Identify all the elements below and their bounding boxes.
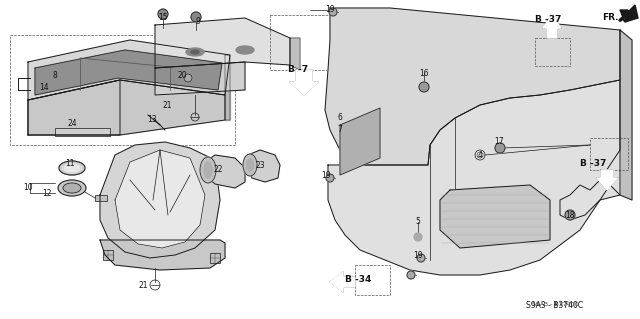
- Bar: [590, 138, 628, 170]
- Polygon shape: [290, 70, 318, 95]
- Ellipse shape: [58, 180, 86, 196]
- Circle shape: [158, 9, 168, 19]
- Ellipse shape: [191, 50, 199, 54]
- Bar: [210, 253, 220, 263]
- Polygon shape: [543, 15, 561, 38]
- Polygon shape: [247, 150, 280, 182]
- Polygon shape: [330, 272, 355, 292]
- Text: 22: 22: [213, 166, 223, 174]
- Circle shape: [414, 233, 422, 241]
- Polygon shape: [100, 240, 225, 270]
- Text: 10: 10: [23, 183, 33, 192]
- Text: 5: 5: [415, 218, 420, 226]
- Text: 20: 20: [177, 70, 187, 79]
- Ellipse shape: [186, 48, 204, 56]
- Text: 21: 21: [138, 280, 148, 290]
- Polygon shape: [35, 50, 222, 95]
- Bar: [535, 38, 570, 66]
- Polygon shape: [620, 5, 638, 22]
- Circle shape: [495, 143, 505, 153]
- Polygon shape: [328, 80, 620, 275]
- Polygon shape: [28, 80, 225, 135]
- Polygon shape: [100, 142, 220, 258]
- Text: 21: 21: [163, 100, 172, 109]
- Text: 7: 7: [337, 125, 342, 135]
- Text: 4: 4: [477, 151, 483, 160]
- Polygon shape: [560, 30, 632, 220]
- Circle shape: [565, 210, 575, 220]
- Circle shape: [191, 12, 201, 22]
- Polygon shape: [290, 38, 300, 70]
- Bar: [270, 15, 345, 70]
- Polygon shape: [325, 8, 620, 165]
- Ellipse shape: [236, 46, 254, 54]
- Polygon shape: [440, 185, 550, 248]
- Ellipse shape: [246, 159, 253, 171]
- Bar: [55, 128, 110, 136]
- Text: 19: 19: [321, 170, 331, 180]
- Text: S9A3 - B3740C: S9A3 - B3740C: [527, 300, 584, 309]
- Text: 13: 13: [147, 115, 157, 124]
- Text: 17: 17: [494, 137, 504, 146]
- Text: B -37: B -37: [535, 16, 561, 25]
- Text: 15: 15: [158, 12, 168, 21]
- Ellipse shape: [59, 161, 85, 175]
- Ellipse shape: [204, 162, 212, 178]
- Polygon shape: [155, 62, 245, 95]
- Ellipse shape: [63, 183, 81, 193]
- Polygon shape: [115, 150, 205, 248]
- Ellipse shape: [64, 164, 80, 172]
- Text: B -34: B -34: [345, 276, 371, 285]
- Text: 14: 14: [39, 84, 49, 93]
- Polygon shape: [28, 80, 120, 135]
- Text: 19: 19: [325, 5, 335, 14]
- Ellipse shape: [243, 154, 257, 176]
- Bar: [95, 195, 107, 201]
- Text: B -37: B -37: [580, 159, 606, 167]
- Text: B -7: B -7: [288, 65, 308, 75]
- Text: 9: 9: [196, 18, 200, 26]
- Polygon shape: [28, 40, 230, 100]
- Circle shape: [184, 74, 192, 82]
- Text: 6: 6: [337, 114, 342, 122]
- Text: 24: 24: [67, 118, 77, 128]
- Text: 18: 18: [565, 211, 575, 219]
- Text: 23: 23: [255, 160, 265, 169]
- Text: 19: 19: [413, 250, 423, 259]
- Text: 16: 16: [419, 69, 429, 78]
- Polygon shape: [340, 108, 380, 175]
- Polygon shape: [205, 155, 245, 188]
- Polygon shape: [155, 18, 290, 68]
- Circle shape: [417, 254, 425, 262]
- Bar: [355, 265, 390, 295]
- Text: 12: 12: [42, 189, 52, 197]
- Circle shape: [326, 174, 334, 182]
- Circle shape: [329, 8, 337, 16]
- Ellipse shape: [200, 157, 216, 183]
- Polygon shape: [225, 55, 230, 120]
- Circle shape: [419, 82, 429, 92]
- Text: FR.: FR.: [602, 13, 618, 23]
- Text: 8: 8: [52, 70, 58, 79]
- Text: 11: 11: [65, 159, 75, 167]
- Polygon shape: [597, 170, 617, 190]
- Text: S9A3 - B3740C: S9A3 - B3740C: [532, 302, 579, 308]
- Circle shape: [407, 271, 415, 279]
- Bar: [103, 250, 113, 260]
- Bar: [10, 35, 235, 145]
